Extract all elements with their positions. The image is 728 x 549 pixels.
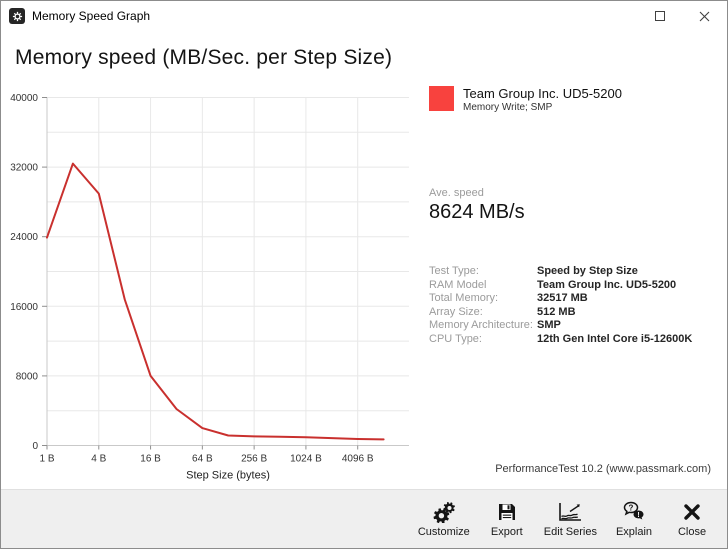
test-details: Test Type: Speed by Step Size RAM Model … (429, 265, 721, 346)
detail-row-total-memory: Total Memory: 32517 MB (429, 292, 721, 306)
svg-text:40000: 40000 (10, 93, 38, 104)
app-credit: PerformanceTest 10.2 (www.passmark.com) (495, 463, 711, 475)
detail-value: Speed by Step Size (537, 265, 638, 277)
legend-series-name: Team Group Inc. UD5-5200 (463, 86, 622, 101)
maximize-button[interactable] (637, 1, 682, 31)
explain-button[interactable]: ? ! Explain (608, 493, 660, 545)
detail-row-cpu-type: CPU Type: 12th Gen Intel Core i5-12600K (429, 333, 721, 347)
svg-text:0: 0 (32, 441, 38, 452)
edit-series-label: Edit Series (543, 525, 597, 538)
app-icon (9, 8, 25, 24)
detail-label: Total Memory: (429, 292, 499, 304)
svg-text:16000: 16000 (10, 302, 38, 313)
legend-color-swatch (429, 86, 454, 111)
title-bar: Memory Speed Graph (1, 1, 727, 31)
detail-label: Test Type: (429, 265, 479, 277)
gear-glyph (12, 11, 22, 21)
chart-legend: Team Group Inc. UD5-5200 Memory Write; S… (429, 86, 622, 114)
memory-speed-chart: 0 8000 16000 24000 32000 40000 1 B 4 B 16 B 64 B 2… (1, 81, 423, 486)
gears-icon (432, 501, 456, 523)
close-x-icon (683, 501, 701, 523)
detail-label: CPU Type: (429, 332, 482, 345)
floppy-icon (497, 501, 517, 523)
speech-question-icon: ? ! (623, 501, 645, 523)
detail-value: 12th Gen Intel Core i5-12600K (537, 332, 693, 345)
svg-text:1024 B: 1024 B (290, 454, 322, 465)
detail-value: 512 MB (537, 305, 576, 318)
detail-row-ram-model: RAM Model Team Group Inc. UD5-5200 (429, 279, 721, 293)
customize-button[interactable]: Customize (413, 493, 475, 545)
detail-row-test-type: Test Type: Speed by Step Size (429, 265, 721, 279)
svg-text:8000: 8000 (16, 371, 39, 382)
detail-label: Memory Architecture: (429, 319, 533, 331)
detail-value: 32517 MB (537, 292, 588, 304)
close-toolbar-label: Close (677, 525, 707, 538)
svg-text:64 B: 64 B (192, 454, 213, 465)
close-icon (699, 11, 710, 21)
close-button[interactable] (682, 1, 727, 31)
export-button[interactable]: Export (481, 493, 533, 545)
detail-row-array-size: Array Size: 512 MB (429, 306, 721, 320)
svg-text:4 B: 4 B (91, 454, 106, 465)
svg-text:4096 B: 4096 B (342, 454, 374, 465)
explain-label: Explain (615, 525, 653, 538)
detail-value: SMP (537, 319, 561, 331)
detail-row-memory-architecture: Memory Architecture: SMP (429, 319, 721, 333)
svg-text:32000: 32000 (10, 163, 38, 174)
svg-text:24000: 24000 (10, 232, 38, 243)
maximize-icon (654, 11, 665, 21)
average-speed-value: 8624 MB/s (429, 201, 525, 223)
svg-text:16 B: 16 B (140, 454, 161, 465)
average-speed-label: Ave. speed (429, 187, 484, 199)
close-toolbar-button[interactable]: Close (666, 493, 718, 545)
detail-value: Team Group Inc. UD5-5200 (537, 278, 677, 291)
customize-label: Customize (417, 525, 470, 538)
svg-text:?: ? (629, 504, 634, 513)
svg-text:Step Size (bytes): Step Size (bytes) (186, 470, 270, 482)
average-speed: Ave. speed 8624 MB/s (429, 187, 525, 224)
svg-text:!: ! (637, 512, 639, 519)
detail-label: RAM Model (429, 278, 487, 291)
svg-text:1 B: 1 B (39, 454, 54, 465)
window-title: Memory Speed Graph (32, 9, 151, 23)
bottom-toolbar: Customize Export (1, 489, 727, 548)
detail-label: Array Size: (429, 305, 483, 318)
page-title: Memory speed (MB/Sec. per Step Size) (15, 46, 393, 69)
legend-series-detail: Memory Write; SMP (463, 102, 553, 113)
chart-svg: 0 8000 16000 24000 32000 40000 1 B 4 B 16 B 64 B 2… (10, 93, 409, 482)
chart-lines-icon (558, 501, 582, 523)
export-label: Export (490, 525, 523, 538)
edit-series-button[interactable]: Edit Series (539, 493, 602, 545)
svg-text:256 B: 256 B (241, 454, 267, 465)
